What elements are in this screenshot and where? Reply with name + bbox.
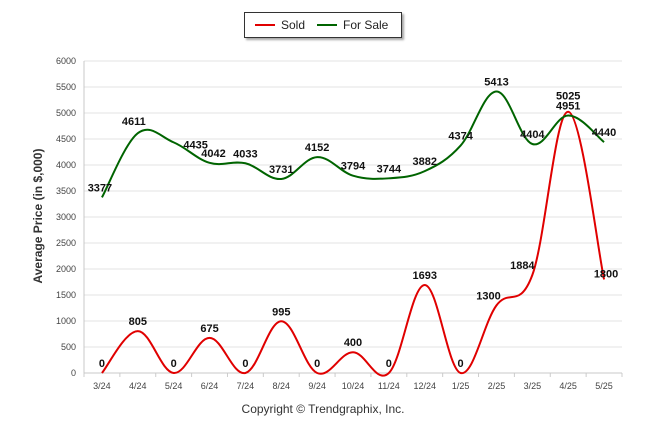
chart-legend: Sold For Sale: [244, 12, 402, 38]
y-tick-label: 0: [71, 368, 76, 378]
y-tick-label: 4500: [56, 134, 76, 144]
y-tick-label: 4000: [56, 160, 76, 170]
data-label-for-sale: 4951: [556, 101, 580, 113]
y-tick-label: 1000: [56, 316, 76, 326]
series-line-sold: [101, 110, 606, 377]
x-tick-label: 12/24: [413, 381, 436, 391]
data-label-sold: 0: [314, 358, 320, 370]
x-tick-label: 10/24: [342, 381, 365, 391]
data-label-for-sale: 3377: [88, 182, 112, 194]
x-tick-label: 3/25: [524, 381, 542, 391]
data-label-for-sale: 5413: [484, 77, 508, 89]
y-tick-label: 3000: [56, 212, 76, 222]
data-label-sold: 0: [386, 358, 392, 370]
legend-item-for-sale: For Sale: [317, 18, 388, 32]
data-label-for-sale: 4435: [183, 139, 207, 151]
data-label-sold: 675: [200, 323, 218, 335]
y-tick-label: 1500: [56, 290, 76, 300]
legend-item-sold: Sold: [255, 18, 305, 32]
data-label-for-sale: 4374: [448, 131, 473, 143]
x-tick-label: 9/24: [308, 381, 326, 391]
data-label-sold: 400: [344, 337, 362, 349]
data-label-for-sale: 4440: [592, 127, 616, 139]
x-tick-label: 1/25: [452, 381, 470, 391]
data-label-sold: 1693: [412, 270, 436, 282]
y-tick-label: 5000: [56, 108, 76, 118]
data-label-for-sale: 4033: [233, 148, 257, 160]
y-tick-label: 2000: [56, 264, 76, 274]
legend-label-for-sale: For Sale: [343, 18, 389, 32]
data-label-sold: 1884: [510, 260, 535, 272]
copyright-text: Copyright © Trendgraphix, Inc.: [241, 402, 405, 416]
legend-swatch-for-sale: [317, 24, 337, 26]
x-tick-label: 4/25: [559, 381, 577, 391]
x-tick-label: 8/24: [273, 381, 291, 391]
x-tick-label: 3/24: [93, 381, 111, 391]
data-label-for-sale: 4042: [201, 148, 225, 160]
x-tick-label: 5/25: [595, 381, 613, 391]
data-label-sold: 0: [242, 358, 248, 370]
data-label-sold: 0: [99, 358, 105, 370]
legend-swatch-sold: [255, 24, 275, 26]
x-tick-label: 5/24: [165, 381, 183, 391]
y-tick-label: 6000: [56, 56, 76, 66]
data-label-sold: 805: [129, 316, 147, 328]
data-label-sold: 1300: [476, 290, 500, 302]
series-line-for-sale: [101, 90, 605, 198]
y-tick-label: 3500: [56, 186, 76, 196]
data-label-for-sale: 3794: [341, 161, 366, 173]
y-tick-label: 500: [61, 342, 76, 352]
data-label-for-sale: 4404: [520, 129, 545, 141]
x-tick-label: 7/24: [237, 381, 255, 391]
data-label-sold: 1800: [594, 268, 618, 280]
x-tick-label: 11/24: [378, 381, 400, 391]
legend-label-sold: Sold: [281, 18, 306, 32]
data-label-for-sale: 3882: [412, 156, 436, 168]
x-tick-label: 2/25: [488, 381, 506, 391]
data-label-for-sale: 4152: [305, 142, 329, 154]
data-label-for-sale: 3744: [377, 163, 402, 175]
x-tick-label: 4/24: [129, 381, 147, 391]
y-tick-label: 5500: [56, 82, 76, 92]
data-label-for-sale: 4611: [122, 116, 146, 128]
data-label-for-sale: 3731: [269, 164, 293, 176]
x-tick-label: 6/24: [201, 381, 219, 391]
y-tick-label: 2500: [56, 238, 76, 248]
data-label-sold: 5025: [556, 91, 580, 103]
data-label-sold: 0: [458, 358, 464, 370]
data-label-sold: 995: [272, 306, 290, 318]
data-label-sold: 0: [171, 358, 177, 370]
